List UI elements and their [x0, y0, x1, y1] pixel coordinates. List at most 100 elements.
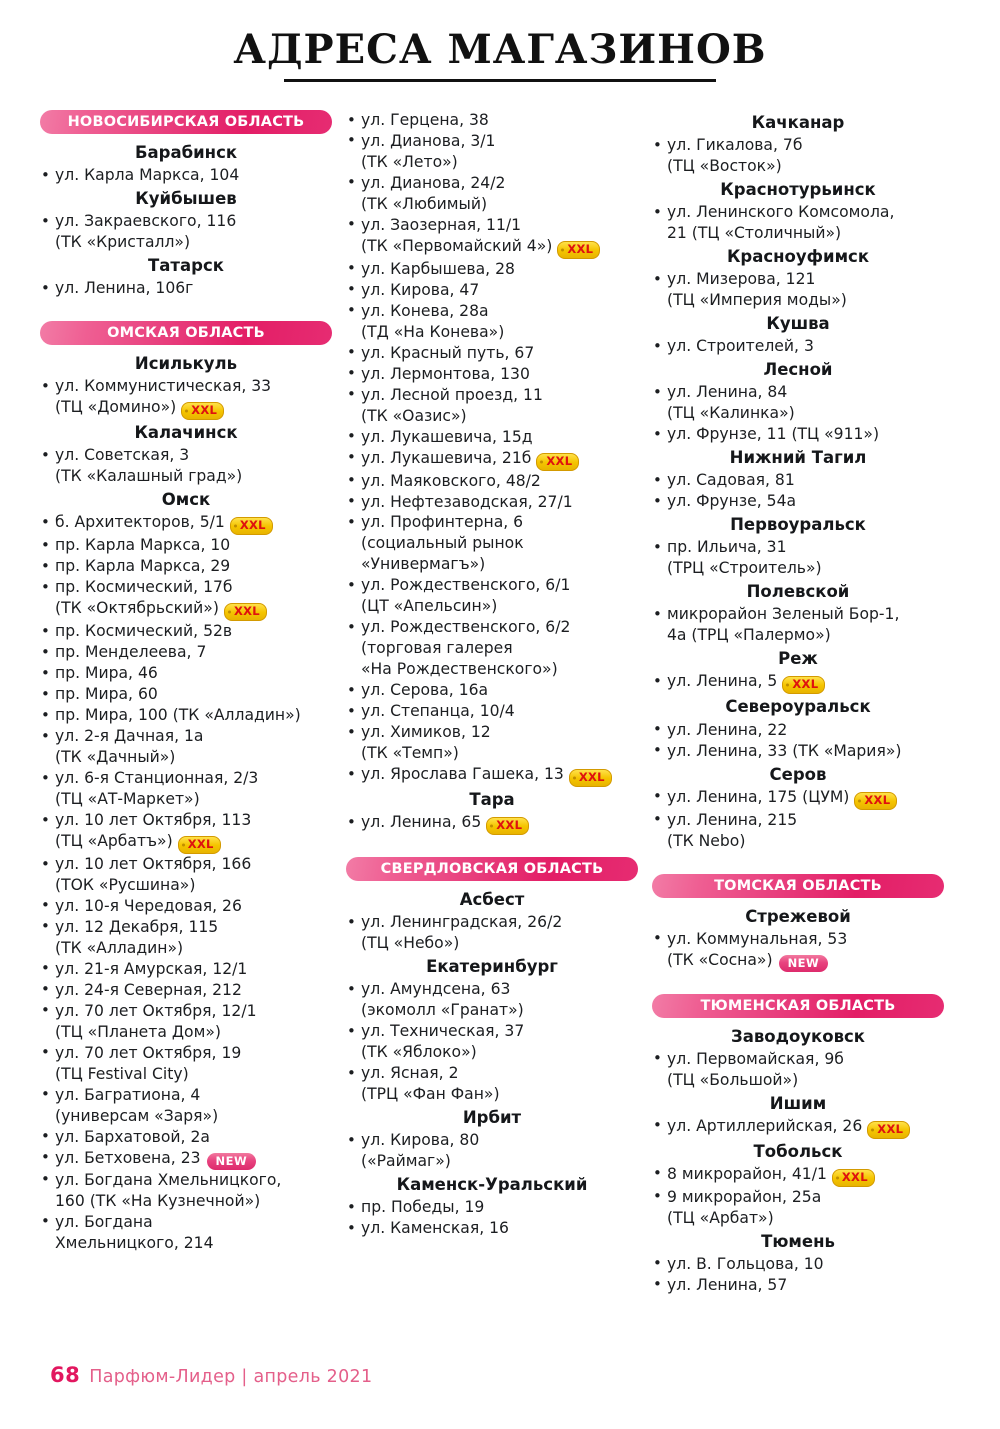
address-line: ул. Дианова, 3/1 [361, 131, 496, 150]
xxl-badge: XXL [782, 676, 826, 695]
address-line: ул. Ленина, 175 (ЦУМ)XXL [667, 787, 944, 810]
city-heading: Лесной [763, 360, 833, 380]
address-line: ул. Техническая, 37 [361, 1022, 525, 1041]
region-block: НОВОСИБИРСКАЯ ОБЛАСТЬ Барабинск ул. Карла … [40, 110, 332, 299]
address-item: ул. Советская, 3 (ТК «Калашный град») [40, 445, 332, 487]
address-item: ул. Строителей, 3 [652, 336, 944, 357]
address-line: (ТК «Яблоко») [361, 1043, 477, 1062]
address-line: (ТК «Лето») [361, 152, 458, 171]
address-line: (ТК «Калашный град») [55, 467, 243, 486]
xxl-badge: XXL [536, 452, 580, 471]
columns-container: НОВОСИБИРСКАЯ ОБЛАСТЬ Барабинск ул. Карла … [40, 110, 960, 1300]
address-line: ул. Каменская, 16 [361, 1219, 509, 1238]
region-banner: ТЮМЕНСКАЯ ОБЛАСТЬ [652, 993, 944, 1018]
xxl-badge: XXL [181, 402, 225, 421]
region-block: ТЮМЕНСКАЯ ОБЛАСТЬ Заводоуковск ул. Первома… [652, 993, 944, 1296]
address-item: ул. Богдана Хмельницкого, 160 (ТК «На Куз… [40, 1169, 332, 1212]
address-line: (ТК «Оазис») [361, 406, 467, 425]
address-item: ул. Дианова, 24/2 (ТК «Любимый) [346, 172, 638, 215]
address-item: пр. Победы, 19 [346, 1197, 638, 1218]
address-line: ул. Первомайская, 9б [667, 1049, 844, 1068]
address-line: пр. Космический, 52в [55, 622, 233, 641]
address-item: 9 микрорайон, 25а (ТЦ «Арбат») [652, 1186, 944, 1229]
address-item: ул. Садовая, 81 [652, 470, 944, 491]
address-line: ул. Химиков, 12 [361, 723, 491, 742]
region-continuation-block: Качканар ул. Гикалова, 7б (ТЦ «Восток») Кра… [652, 110, 944, 852]
address-item: ул. Закраевского, 116 (ТК «Кристалл») [40, 211, 332, 253]
address-line: ул. 2-я Дачная, 1а [55, 727, 204, 746]
address-line: ул. Рождественского, 6/2 [361, 618, 571, 637]
address-line: ул. Ленинского Комсомола, [667, 203, 895, 222]
city-heading: Тобольск [753, 1141, 843, 1161]
city-heading: Заводоуковск [730, 1026, 865, 1046]
address-item: ул. 6-я Станционная, 2/3 (ТЦ «АТ-Маркет») [40, 768, 332, 810]
region-banner: ТОМСКАЯ ОБЛАСТЬ [652, 873, 944, 898]
address-line: ул. Ясная, 2 [361, 1064, 459, 1083]
address-item: ул. Химиков, 12 (ТК «Темп») [346, 722, 638, 764]
address-line: ул. Красный путь, 67 [361, 343, 535, 362]
address-list: ул. Герцена, 38 ул. Дианова, 3/1 (ТК «Лето… [346, 110, 638, 788]
xxl-badge: XXL [223, 603, 267, 622]
region-banner: СВЕРДЛОВСКАЯ ОБЛАСТЬ [346, 857, 638, 882]
address-item: ул. Герцена, 38 [346, 110, 638, 131]
address-item: ул. Ленина, 215 (ТК Nebo) [652, 809, 944, 852]
address-item: ул. Кирова, 47 [346, 279, 638, 301]
address-item: ул. Ясная, 2 (ТРЦ «Фан Фан») [346, 1063, 638, 1105]
address-line: (ТК «Сосна») NEW [667, 950, 944, 972]
address-list: ул. Мизерова, 121 (ТЦ «Империя моды») [652, 269, 944, 311]
address-item: ул. Каменская, 16 [346, 1218, 638, 1239]
address-item: ул. 10 лет Октября, 166 (ТОК «Русшина») [40, 854, 332, 896]
city-heading: Серов [769, 764, 827, 784]
address-list: ул. Ленинского Комсомола, 21 (ТЦ «Столичн… [652, 202, 944, 244]
address-line: ул. Закраевского, 116 [55, 212, 237, 231]
column-2: ул. Герцена, 38 ул. Дианова, 3/1 (ТК «Лето… [346, 110, 638, 1243]
address-line: ул. Ленина, 33 (ТК «Мария») [667, 741, 902, 760]
address-line: (ТРЦ «Строитель») [667, 559, 822, 578]
city-heading: Куйбышев [135, 189, 237, 209]
address-line: (ТЦ «Планета Дом») [55, 1022, 221, 1041]
address-line: (ТЦ «Арбат») [667, 1208, 774, 1227]
address-line: (ТД «На Конева») [361, 322, 505, 341]
address-line: ул. Багратиона, 4 [55, 1085, 201, 1104]
address-list: ул. Коммунальная, 53 (ТК «Сосна»)NEW [652, 928, 944, 972]
city-heading: Каменск-Уральский [396, 1175, 588, 1195]
xxl-badge: XXL [831, 1168, 875, 1187]
address-list: ул. Садовая, 81 ул. Фрунзе, 54а [652, 470, 944, 512]
address-line: пр. Космический, 17б [55, 578, 233, 597]
address-item: пр. Космический, 17б(ТК «Октябрьский»)XX… [40, 577, 332, 622]
address-item: ул. Фрунзе, 11 (ТЦ «911») [652, 424, 944, 445]
address-line: ул. 70 лет Октября, 12/1 [55, 1001, 257, 1020]
address-line: ул. 12 Декабря, 115 [55, 917, 219, 936]
address-item: ул. Карла Маркса, 104 [40, 165, 332, 186]
address-line: пр. Мира, 46 [55, 664, 158, 683]
address-line: ул. Бархатовой, 2а [55, 1127, 210, 1146]
address-item: ул. Богдана Хмельницкого, 214 [40, 1211, 332, 1254]
address-item: ул. Ленина, 22 [652, 719, 944, 741]
address-line: ул. В. Гольцова, 10 [667, 1254, 824, 1273]
address-list: ул. Ленина, 22 ул. Ленина, 33 (ТК «Мария»… [652, 719, 944, 762]
address-line: (социальный рынок [361, 534, 524, 553]
city-heading: Омск [161, 490, 211, 510]
address-item: пр. Мира, 100 (ТК «Алладин») [40, 705, 332, 726]
address-item: ул. Техническая, 37 (ТК «Яблоко») [346, 1021, 638, 1063]
address-line: ул. Серова, 16а [361, 681, 489, 700]
address-list: ул. Амундсена, 63(экомолл «Гранат»)ул. Т… [346, 979, 638, 1105]
address-line: 160 (ТК «На Кузнечной») [55, 1191, 261, 1210]
address-line: пр. Менделеева, 7 [55, 643, 207, 662]
city-heading: Краснотурьинск [720, 180, 876, 200]
address-item: ул. Маяковского, 48/2 [346, 470, 638, 492]
address-line: микрорайон Зеленый Бор-1, [667, 605, 900, 624]
address-item: ул. Степанца, 10/4 [346, 701, 638, 722]
address-line: ул. Амундсена, 63 [361, 980, 511, 999]
address-item: ул. Ленина, 57 [652, 1274, 944, 1296]
address-list: ул. Закраевского, 116 (ТК «Кристалл») [40, 211, 332, 253]
